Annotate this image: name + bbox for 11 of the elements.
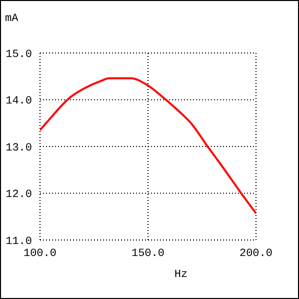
y-tick-label: 14.0 bbox=[6, 96, 32, 108]
x-tick-label: 100.0 bbox=[23, 248, 57, 260]
y-tick-label: 12.0 bbox=[6, 189, 32, 202]
y-tick-label: 15.0 bbox=[6, 48, 32, 61]
y-axis-title: mA bbox=[5, 13, 18, 25]
y-tick-label: 13.0 bbox=[6, 142, 32, 154]
x-tick-label: 150.0 bbox=[131, 248, 165, 260]
x-axis-title: Hz bbox=[173, 269, 189, 281]
y-tick-label: 11.0 bbox=[6, 236, 32, 248]
x-tick-label: 200.0 bbox=[239, 248, 273, 260]
line-series bbox=[40, 77, 256, 214]
